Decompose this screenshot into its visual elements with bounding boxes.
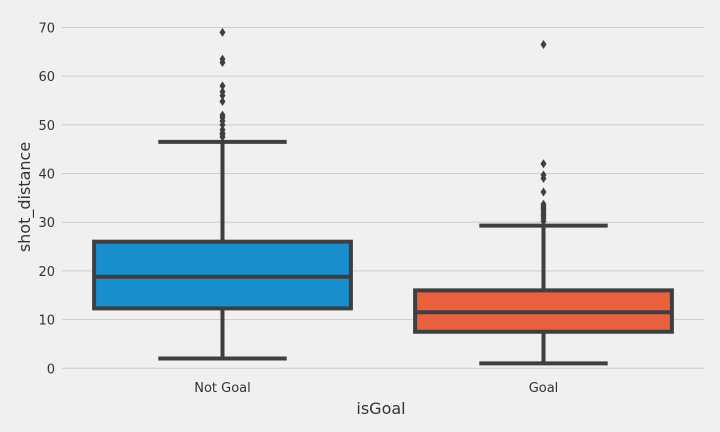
outlier-point bbox=[219, 87, 226, 97]
outlier-point bbox=[219, 81, 226, 91]
y-tick-label-50: 50 bbox=[38, 119, 55, 134]
outlier-point bbox=[540, 159, 547, 169]
outlier-point bbox=[219, 110, 226, 120]
y-tick-label-60: 60 bbox=[38, 70, 55, 85]
x-axis-ticks: Not Goal Goal bbox=[194, 381, 558, 396]
outlier-point bbox=[540, 187, 547, 197]
y-tick-label-20: 20 bbox=[38, 265, 55, 280]
y-tick-label-70: 70 bbox=[38, 21, 55, 36]
x-tick-label-not-goal: Not Goal bbox=[194, 381, 251, 396]
y-axis-ticks: 0 10 20 30 40 50 60 70 bbox=[38, 21, 55, 377]
box-not-goal bbox=[92, 27, 353, 361]
x-axis-title: isGoal bbox=[356, 399, 405, 418]
outlier-point bbox=[540, 199, 547, 209]
outlier-point bbox=[219, 96, 226, 106]
outlier-point bbox=[219, 125, 226, 135]
outlier-point bbox=[540, 170, 547, 180]
outlier-point bbox=[219, 27, 226, 37]
outlier-point bbox=[540, 40, 547, 50]
y-tick-label-30: 30 bbox=[38, 216, 55, 231]
y-tick-label-10: 10 bbox=[38, 314, 55, 329]
y-tick-label-0: 0 bbox=[47, 362, 55, 377]
y-axis-title: shot_distance bbox=[15, 142, 35, 252]
boxes bbox=[92, 27, 674, 366]
box-goal bbox=[413, 40, 674, 366]
x-tick-label-goal: Goal bbox=[529, 381, 559, 396]
outlier-point bbox=[219, 54, 226, 64]
y-tick-label-40: 40 bbox=[38, 168, 55, 183]
